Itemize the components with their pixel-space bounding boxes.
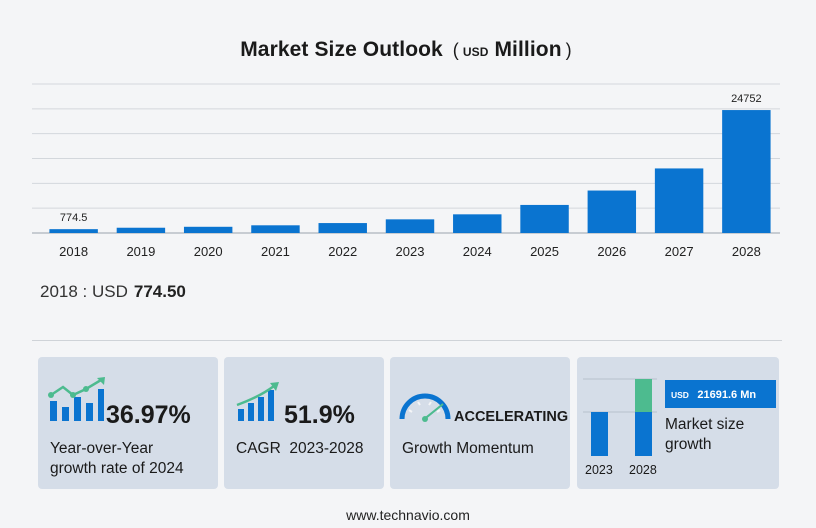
divider bbox=[32, 340, 782, 341]
x-tick-2026: 2026 bbox=[597, 244, 626, 259]
cagr-label: CAGR 2023-2028 bbox=[236, 440, 364, 457]
bar-2022 bbox=[318, 223, 367, 233]
cagr-card: 51.9% CAGR 2023-2028 bbox=[224, 357, 384, 489]
title-paren-open: ( bbox=[452, 40, 459, 60]
x-tick-2019: 2019 bbox=[126, 244, 155, 259]
chart-title: Market Size Outlook (USD Million) bbox=[0, 38, 816, 62]
mini-bar-2028-base bbox=[635, 412, 652, 456]
footer-url[interactable]: www.technavio.com bbox=[346, 507, 470, 523]
mini-bar-2028-growth bbox=[635, 379, 652, 412]
growth-chart-icon bbox=[48, 377, 105, 421]
momentum-value: ACCELERATING bbox=[454, 409, 569, 425]
mini-bar-chart bbox=[583, 378, 657, 456]
x-tick-2028: 2028 bbox=[732, 244, 761, 259]
bar-2026 bbox=[587, 190, 637, 233]
bar-2018 bbox=[49, 229, 98, 233]
bar-2027 bbox=[654, 168, 704, 233]
title-paren-close: ) bbox=[565, 40, 572, 60]
x-tick-2023: 2023 bbox=[396, 244, 425, 259]
cagr-value: 51.9% bbox=[284, 401, 355, 429]
x-tick-2024: 2024 bbox=[463, 244, 492, 259]
baseline-number: 774.50 bbox=[133, 282, 186, 301]
data-labels: 774.5 24752 bbox=[60, 93, 762, 224]
x-tick-2022: 2022 bbox=[328, 244, 357, 259]
x-tick-labels: 2018 2019 2020 2021 2022 2023 2024 2025 2026 2027… bbox=[59, 244, 761, 259]
badge-value: 21691.6 Mn bbox=[697, 389, 757, 401]
x-tick-2025: 2025 bbox=[530, 244, 559, 259]
market-badge: USD 21691.6 Mn bbox=[665, 380, 776, 408]
speedometer-icon bbox=[399, 393, 451, 422]
x-tick-2018: 2018 bbox=[59, 244, 88, 259]
bar-2025 bbox=[520, 204, 569, 233]
market-growth-card: USD 21691.6 Mn Market size growth 2023 2… bbox=[577, 357, 779, 489]
market-label-line1: Market size bbox=[665, 416, 745, 433]
title-unit-word: Million bbox=[494, 38, 562, 61]
momentum-label: Growth Momentum bbox=[402, 440, 534, 457]
year-start: 2023 bbox=[585, 463, 613, 477]
badge-prefix: USD bbox=[671, 390, 689, 400]
title-unit-prefix: USD bbox=[462, 45, 489, 59]
year-end: 2028 bbox=[629, 463, 657, 477]
bar-2028 bbox=[722, 110, 771, 233]
bar-2023 bbox=[385, 219, 435, 233]
yoy-label-line1: Year-over-Year bbox=[50, 440, 154, 457]
title-text: Market Size Outlook bbox=[240, 38, 443, 61]
bar-2020 bbox=[183, 226, 233, 233]
bar-2021 bbox=[251, 225, 300, 233]
data-label-2018: 774.5 bbox=[60, 212, 88, 224]
x-tick-2027: 2027 bbox=[665, 244, 694, 259]
bar-2024 bbox=[453, 214, 502, 233]
yoy-value: 36.97% bbox=[106, 401, 191, 429]
bar-2019 bbox=[116, 227, 166, 233]
cagr-bars-icon bbox=[236, 382, 279, 421]
yoy-card: 36.97% Year-over-Year growth rate of 202… bbox=[38, 357, 218, 489]
bars bbox=[49, 110, 771, 233]
momentum-card: ACCELERATING Growth Momentum bbox=[390, 357, 570, 489]
data-label-2028: 24752 bbox=[731, 93, 762, 105]
mini-bar-2023 bbox=[591, 412, 608, 456]
baseline-value: 2018 : USD 774.50 bbox=[40, 282, 186, 302]
market-label-line2: growth bbox=[665, 436, 712, 453]
x-tick-2021: 2021 bbox=[261, 244, 290, 259]
x-tick-2020: 2020 bbox=[194, 244, 223, 259]
yoy-label-line2: growth rate of 2024 bbox=[50, 460, 184, 477]
baseline-label: 2018 : USD bbox=[40, 282, 128, 301]
